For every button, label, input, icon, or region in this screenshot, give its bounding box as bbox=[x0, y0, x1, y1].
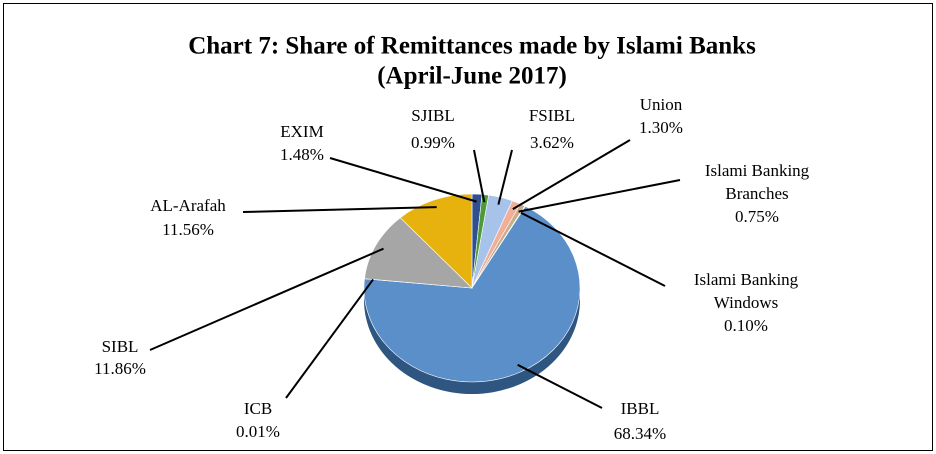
pie-slice bbox=[364, 217, 473, 289]
chart-subtitle: (April-June 2017) bbox=[377, 63, 567, 90]
value-label: 11.86% bbox=[94, 359, 146, 378]
pie bbox=[363, 193, 581, 383]
leader-line bbox=[520, 211, 666, 287]
slice-label: AL-Arafah bbox=[150, 196, 226, 215]
pie-slice bbox=[399, 193, 473, 289]
value-label: 1.30% bbox=[639, 118, 683, 137]
leader-line bbox=[149, 247, 384, 351]
value-label: 11.56% bbox=[162, 220, 214, 239]
value-label: 0.10% bbox=[724, 316, 768, 335]
slice-label: FSIBL bbox=[529, 106, 575, 125]
value-label: 0.01% bbox=[236, 422, 280, 441]
leader-line bbox=[329, 157, 477, 203]
value-label: 0.99% bbox=[411, 133, 455, 152]
leader-line bbox=[518, 179, 681, 213]
value-label: 0.75% bbox=[735, 207, 779, 226]
slice-label: IBBL bbox=[621, 399, 660, 418]
slice-label: ICB bbox=[244, 399, 272, 418]
chart-title: Chart 7: Share of Remittances made by Is… bbox=[188, 33, 756, 60]
leader-line bbox=[242, 206, 437, 213]
value-label: 1.48% bbox=[280, 145, 324, 164]
value-label: 68.34% bbox=[614, 424, 666, 443]
slice-label: SJIBL bbox=[411, 106, 454, 125]
leader-line bbox=[517, 363, 603, 409]
slice-label: Islami Banking Windows bbox=[694, 270, 799, 312]
leader-line bbox=[497, 149, 513, 205]
slice-label: Union bbox=[640, 95, 683, 114]
value-label: 3.62% bbox=[530, 133, 574, 152]
slice-label: Islami Banking Branches bbox=[705, 161, 810, 203]
leader-line bbox=[512, 139, 631, 211]
leader-line bbox=[285, 278, 374, 399]
slice-label: EXIM bbox=[280, 122, 323, 141]
pie-slice bbox=[363, 205, 581, 383]
labels: EXIM 1.48% SJIBL 0.99% FSIBL 3.62% Union 1.30% I… bbox=[94, 95, 810, 443]
leader-line bbox=[473, 149, 486, 203]
slice-label: SIBL bbox=[102, 337, 139, 356]
